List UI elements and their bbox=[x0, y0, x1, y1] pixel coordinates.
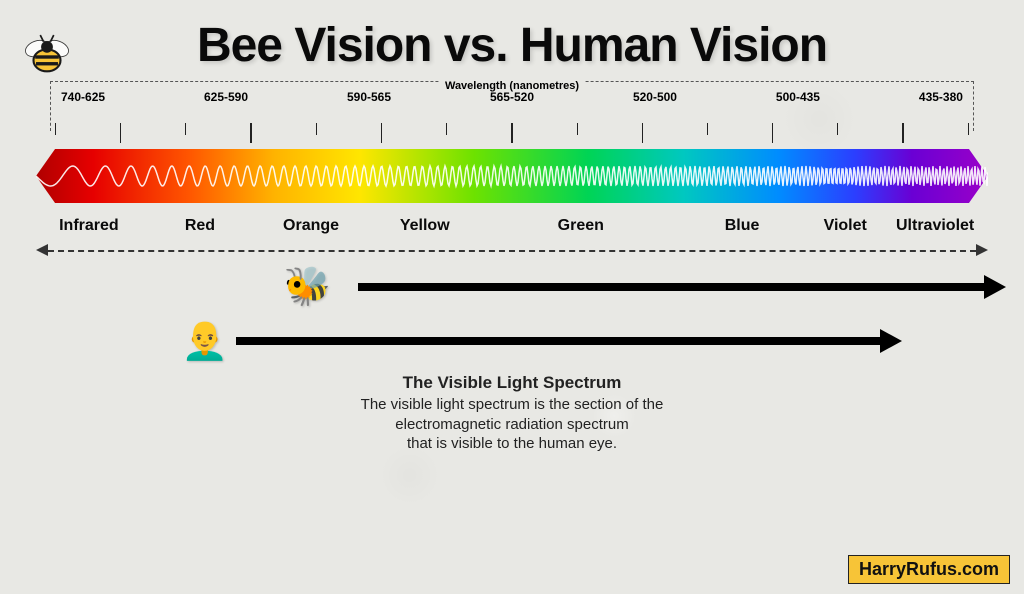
color-label: Orange bbox=[258, 217, 364, 235]
caption-line: The visible light spectrum is the sectio… bbox=[361, 396, 664, 413]
bee-logo-icon bbox=[20, 30, 74, 84]
color-label: Blue bbox=[676, 217, 808, 235]
color-label: Ultraviolet bbox=[882, 217, 988, 235]
color-label: Infrared bbox=[36, 217, 142, 235]
caption: The Visible Light Spectrum The visible l… bbox=[0, 373, 1024, 454]
wavelength-bin: 435-380 bbox=[919, 90, 963, 104]
wavelength-bin: 625-590 bbox=[204, 90, 248, 104]
caption-line: that is visible to the human eye. bbox=[407, 435, 617, 452]
color-label: Yellow bbox=[364, 217, 486, 235]
human-range-arrow bbox=[236, 337, 884, 345]
axis-title: Wavelength (nanometres) bbox=[439, 80, 585, 92]
wavelength-bin: 590-565 bbox=[347, 90, 391, 104]
bee-icon: 🐝 bbox=[284, 265, 331, 309]
bee-range-arrow bbox=[358, 283, 988, 291]
color-label: Red bbox=[142, 217, 258, 235]
human-vision-range: 👨‍🦲 bbox=[0, 317, 1024, 365]
color-label: Violet bbox=[808, 217, 882, 235]
caption-line: electromagnetic radiation spectrum bbox=[395, 416, 628, 433]
wavelength-bin: 565-520 bbox=[490, 90, 534, 104]
axis-ticks bbox=[51, 123, 973, 143]
color-label: Green bbox=[486, 217, 676, 235]
color-labels: InfraredRedOrangeYellowGreenBlueVioletUl… bbox=[36, 217, 988, 235]
spectrum-extent-arrow bbox=[36, 243, 988, 257]
page-title: Bee Vision vs. Human Vision bbox=[0, 18, 1024, 73]
bee-vision-range: 🐝 bbox=[0, 263, 1024, 311]
caption-title: The Visible Light Spectrum bbox=[0, 373, 1024, 393]
human-icon: 👨‍🦲 bbox=[181, 319, 228, 363]
wavelength-axis: Wavelength (nanometres) 740-625 625-590 59… bbox=[50, 81, 974, 131]
wavelength-bin: 520-500 bbox=[633, 90, 677, 104]
credit-badge: HarryRufus.com bbox=[848, 555, 1010, 584]
spectrum-bar bbox=[36, 149, 988, 203]
caption-body: The visible light spectrum is the sectio… bbox=[0, 395, 1024, 454]
wavelength-bin: 740-625 bbox=[61, 90, 105, 104]
wavelength-bin: 500-435 bbox=[776, 90, 820, 104]
